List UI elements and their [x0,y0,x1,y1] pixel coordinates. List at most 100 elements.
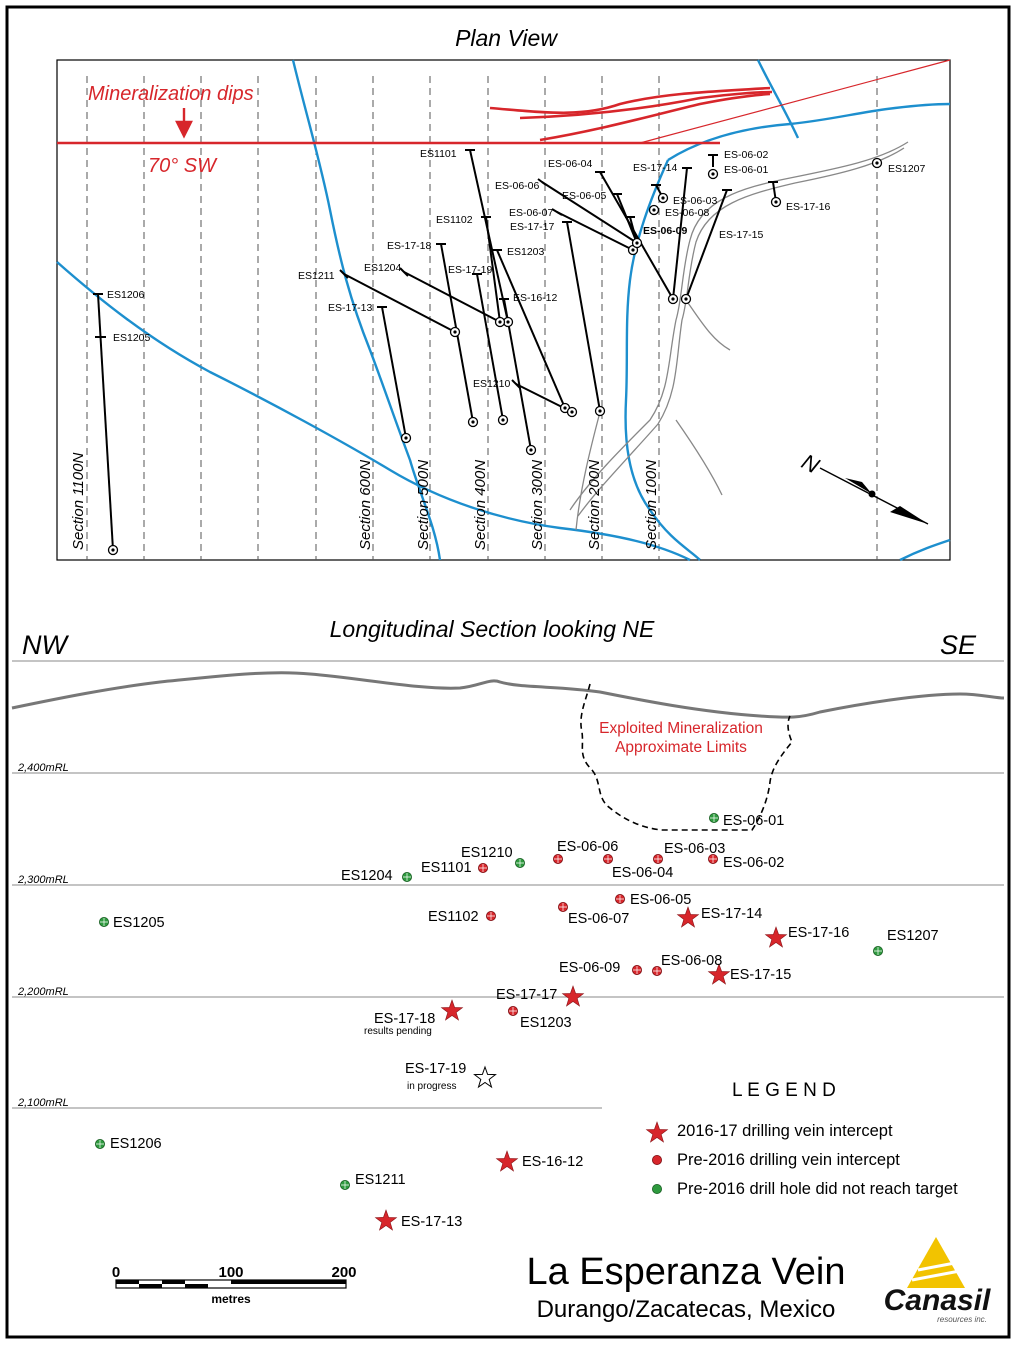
marker-crosses [96,814,882,1189]
label-es-06-03: ES-06-03 [664,841,725,857]
scale-unit: metres [211,1292,251,1306]
logo-pyramid-icon [907,1237,965,1288]
star-es-17-16 [764,926,788,948]
direction-nw: NW [22,630,69,660]
scale-tick-200: 200 [331,1264,356,1281]
label-es-16-12: ES-16-12 [522,1154,583,1170]
label-es-06-08: ES-06-08 [661,953,722,969]
label-es1203: ES1203 [520,1015,572,1031]
plan-label-es-17-19: ES-17-19 [448,264,493,276]
canasil-logo: Canasil resources inc. [884,1237,991,1324]
label-es1206: ES1206 [110,1136,162,1152]
plan-label-es-06-07: ES-06-07 [509,207,554,219]
label-es1102: ES1102 [428,909,479,925]
legend-item-2: Pre-2016 drilling vein intercept [677,1151,900,1169]
north-label: N [798,449,824,479]
plan-label-es-16-12: ES-16-12 [513,292,558,304]
legend: L E G E N D 2016-17 drilling vein interc… [645,1080,958,1198]
scale-bar: 0 100 200 metres [112,1264,357,1306]
label-es1204: ES1204 [341,868,393,884]
section-label-1100n: Section 1100N [70,453,87,550]
label-es-17-17: ES-17-17 [496,987,557,1003]
section-title: Longitudinal Section looking NE [330,616,655,642]
level-2100: 2,100mRL [17,1097,69,1109]
legend-item-1: 2016-17 drilling vein intercept [677,1122,893,1140]
plan-label-es1207: ES1207 [888,163,926,175]
plan-label-es-17-16: ES-17-16 [786,201,831,213]
dip-arrow-icon [175,108,193,139]
label-es-06-02: ES-06-02 [723,855,784,871]
label-es-06-05: ES-06-05 [630,892,691,908]
plan-collar-ticks [93,149,778,389]
star-es-17-17 [561,985,585,1007]
star-es-16-12 [495,1150,519,1172]
dip-note-1: Mineralization dips [88,83,254,105]
plan-label-es-06-06: ES-06-06 [495,180,540,192]
exploited-label-1: Exploited Mineralization [599,720,763,737]
section-label-200n: Section 200N [586,460,603,550]
green-markers [95,813,884,1191]
section-label-100n: Section 100N [643,460,660,550]
level-labels: 2,400mRL 2,300mRL 2,200mRL 2,100mRL [17,762,69,1109]
section-label-500n: Section 500N [415,460,432,550]
section-hole-labels: ES-06-01 ES1210 ES-06-06 ES-06-03 ES-06-… [110,813,939,1230]
plan-label-es1101: ES1101 [420,148,457,160]
label-es1211: ES1211 [355,1172,406,1188]
label-es-17-18: ES-17-18 [374,1011,435,1027]
plan-label-es-06-03: ES-06-03 [673,195,718,207]
legend-star-icon [645,1121,669,1143]
footer-title: La Esperanza Vein [526,1251,845,1293]
plan-label-es-06-02: ES-06-02 [724,149,769,161]
level-lines [12,660,1004,1109]
plan-label-es-17-18: ES-17-18 [387,240,432,252]
label-es-06-04: ES-06-04 [612,865,673,881]
footer-subtitle: Durango/Zacatecas, Mexico [537,1296,836,1323]
plan-label-es1203: ES1203 [507,246,545,258]
label-es-17-15: ES-17-15 [730,967,791,983]
section-label-400n: Section 400N [472,460,489,550]
outer-border [5,5,1011,1339]
plan-label-es-06-08: ES-06-08 [665,207,710,219]
plan-label-es-06-05: ES-06-05 [562,190,607,202]
plan-label-es1210: ES1210 [473,378,511,390]
plan-vein-traces [57,86,773,145]
plan-label-es-06-04: ES-06-04 [548,158,593,170]
label-es-17-16: ES-17-16 [788,925,849,941]
section-label-600n: Section 600N [357,460,374,550]
plan-label-es-17-17: ES-17-17 [510,221,555,233]
plan-section-labels: Section 1100N Section 600N Section 500N … [70,453,660,550]
plan-label-es-06-01: ES-06-01 [724,164,769,176]
plan-collars [107,157,883,556]
section-label-300n: Section 300N [529,460,546,550]
plan-label-es1102: ES1102 [436,214,473,226]
exploited-label-2: Approximate Limits [615,739,747,756]
star-es-17-14 [676,906,700,928]
plan-label-es1205: ES1205 [113,332,151,344]
plan-collar-dots [111,161,879,552]
plan-map-frame [56,59,951,561]
logo-subtitle: resources inc. [937,1315,987,1324]
label-es-06-06: ES-06-06 [557,839,618,855]
star-markers [374,906,788,1231]
label-es-17-14: ES-17-14 [701,906,762,922]
label-es1210: ES1210 [461,845,513,861]
star-es-17-18 [440,999,464,1021]
legend-item-3: Pre-2016 drill hole did not reach target [677,1180,958,1198]
plan-rivers [56,59,951,562]
plan-hole-labels: ES1101 ES1102 ES-17-18 ES1204 ES1211 ES-… [107,148,926,390]
note-in-progress: in progress [407,1081,456,1092]
legend-green-dot-icon [652,1184,663,1195]
logo-name: Canasil [884,1284,991,1317]
north-arrow-icon: N [798,449,929,525]
plan-label-es-17-13: ES-17-13 [328,302,373,314]
scale-tick-100: 100 [218,1264,243,1281]
plan-label-es1204: ES1204 [364,262,402,274]
exploited-limits [580,683,793,831]
note-results-pending: results pending [364,1026,432,1037]
label-es-06-07: ES-06-07 [568,911,629,927]
label-es-06-09: ES-06-09 [559,960,620,976]
plan-label-es-06-09: ES-06-09 [643,225,688,237]
legend-red-dot-icon [652,1155,663,1166]
star-es-17-15 [707,963,731,985]
